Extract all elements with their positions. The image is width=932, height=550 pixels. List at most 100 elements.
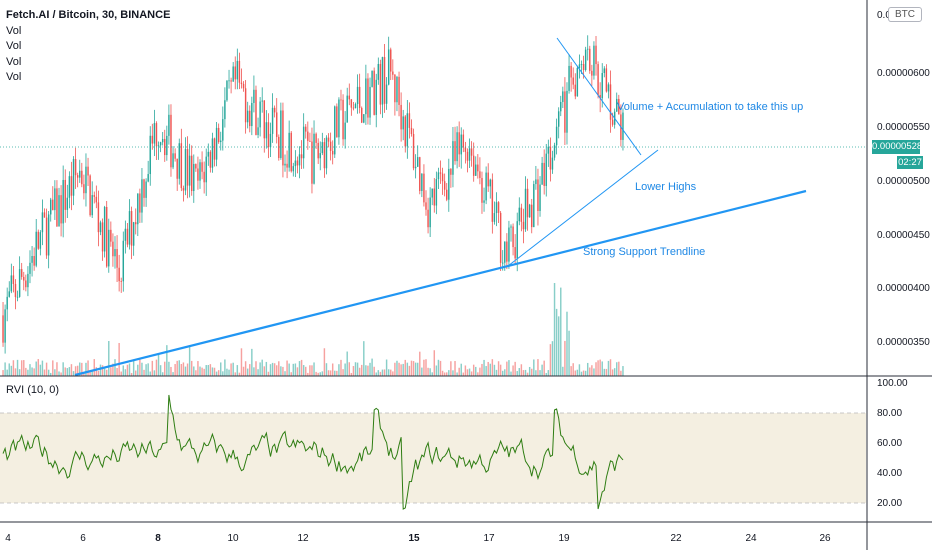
indicator-vol[interactable]: Vol	[6, 40, 22, 52]
volume-bar	[267, 371, 270, 376]
candle	[593, 41, 595, 80]
candle-body	[253, 89, 255, 103]
volume-bar	[464, 365, 467, 376]
candle	[531, 198, 533, 234]
candle	[238, 52, 241, 90]
candle-body	[16, 296, 19, 298]
candle-body	[25, 280, 27, 288]
candle-body	[257, 127, 259, 135]
candle-body	[215, 127, 218, 160]
candle-body	[537, 179, 539, 211]
volume-bar	[184, 366, 187, 376]
candle-body	[209, 151, 212, 168]
candle-body	[118, 267, 120, 282]
candle	[275, 98, 278, 144]
volume-bar	[12, 360, 15, 376]
volume-bar	[199, 366, 201, 376]
candle-body	[576, 67, 579, 97]
candle	[528, 203, 531, 218]
candle	[168, 104, 170, 145]
candle	[458, 121, 460, 167]
candle	[240, 68, 243, 89]
candle-body	[271, 107, 274, 134]
volume-bar	[584, 370, 587, 376]
candle-body	[589, 48, 591, 71]
volume-bar	[392, 371, 394, 376]
volume-bar	[269, 364, 272, 376]
candle	[228, 69, 230, 89]
candle-body	[226, 80, 228, 101]
candle	[599, 82, 601, 113]
volume-bar	[553, 283, 556, 376]
candle-body	[12, 275, 15, 284]
volume-bar	[512, 365, 514, 376]
candle	[313, 120, 315, 185]
volume-bar	[172, 372, 174, 376]
candle	[197, 156, 199, 190]
rvi-indicator-title[interactable]: RVI (10, 0)	[6, 384, 59, 396]
volume-bar	[10, 365, 13, 376]
candle	[76, 172, 79, 188]
candle	[385, 77, 388, 110]
volume-bar	[137, 364, 139, 376]
candle-body	[464, 147, 467, 152]
candle	[346, 87, 348, 123]
volume-bar	[93, 359, 95, 376]
candle	[537, 168, 539, 226]
volume-bar	[533, 359, 535, 376]
volume-bar	[290, 372, 292, 376]
candle	[427, 197, 429, 234]
volume-bar	[23, 360, 25, 376]
volume-bar	[381, 369, 384, 376]
candle	[574, 73, 577, 100]
candle	[244, 80, 247, 134]
candle-body	[360, 107, 363, 123]
volume-bar	[135, 370, 137, 376]
candle	[114, 236, 116, 269]
volume-bar	[79, 362, 81, 376]
volume-bar	[29, 364, 31, 376]
candle-body	[481, 177, 483, 203]
volume-bar	[101, 365, 104, 376]
candle	[201, 151, 203, 180]
candle	[110, 221, 112, 247]
candle	[172, 146, 174, 170]
candle	[570, 62, 572, 92]
volume-bar	[159, 365, 162, 376]
candle	[437, 167, 440, 189]
candle	[280, 102, 282, 160]
candle-body	[400, 104, 402, 130]
candle	[101, 218, 104, 261]
candle	[234, 56, 236, 90]
candle	[130, 206, 133, 260]
indicator-vol[interactable]: Vol	[6, 71, 22, 83]
volume-bar	[419, 351, 421, 376]
candle	[155, 121, 158, 161]
volume-bar	[539, 370, 541, 376]
candle-body	[539, 184, 541, 211]
indicator-vol[interactable]: Vol	[6, 55, 22, 68]
volume-bar	[246, 368, 249, 376]
volume-bar	[336, 370, 338, 376]
candle	[607, 82, 610, 99]
candle-body	[27, 273, 29, 288]
candle-body	[560, 101, 562, 112]
currency-badge[interactable]: BTC	[888, 7, 922, 22]
volume-bar	[603, 368, 606, 376]
candle-body	[367, 78, 369, 118]
volume-bar	[607, 360, 610, 376]
candle	[340, 89, 342, 111]
volume-bar	[126, 364, 129, 376]
indicator-vol[interactable]: Vol	[6, 24, 22, 37]
candle	[68, 171, 71, 209]
volume-bar	[383, 369, 386, 376]
candle	[605, 64, 608, 93]
volume-bar	[514, 361, 516, 376]
volume-bar	[153, 370, 156, 376]
volume-bar	[510, 371, 512, 376]
volume-bar	[528, 366, 531, 376]
candle-body	[108, 229, 110, 267]
symbol-title[interactable]: Fetch.AI / Bitcoin, 30, BINANCE	[6, 9, 171, 21]
candle-body	[475, 164, 477, 176]
